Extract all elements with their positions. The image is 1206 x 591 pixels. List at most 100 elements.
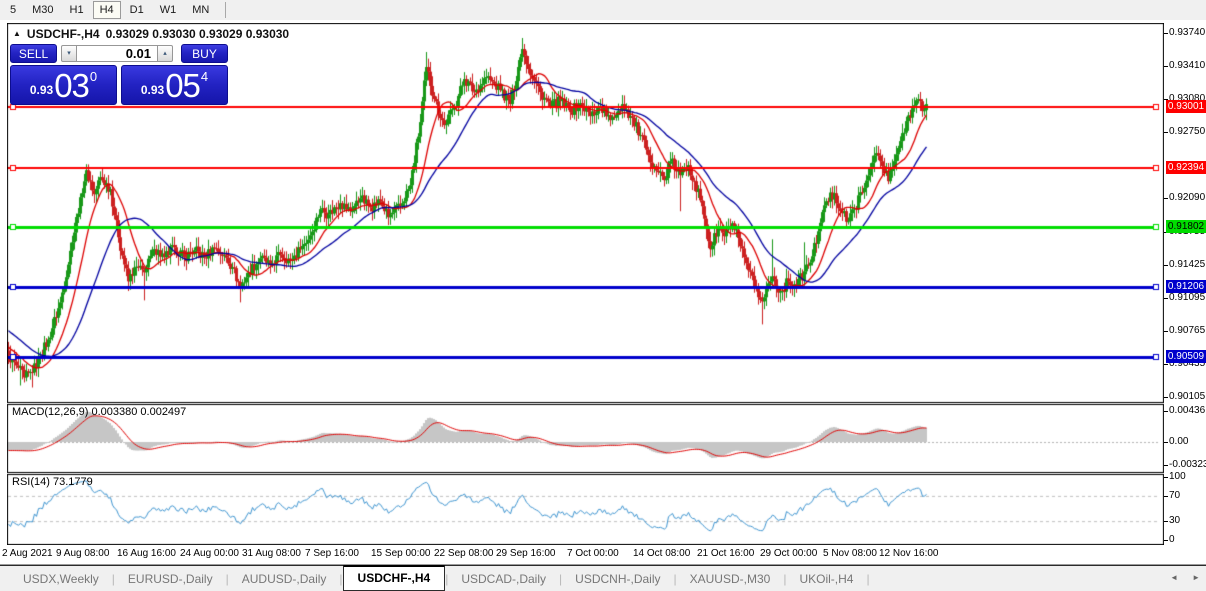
chart-ohlc-quotes: 0.93029 0.93030 0.93029 0.93030 <box>105 27 290 41</box>
price-chart-canvas[interactable] <box>7 23 1164 545</box>
price-tick-mark <box>1164 298 1168 299</box>
collapse-triangle-icon[interactable]: ▲ <box>13 28 21 38</box>
time-axis-label: 14 Oct 08:00 <box>633 548 691 559</box>
rsi-tick-label: 0 <box>1169 534 1175 545</box>
hline-price-label: 0.92394 <box>1166 161 1206 174</box>
rsi-tick-label: 100 <box>1169 471 1186 482</box>
tf-button-5[interactable]: 5 <box>10 3 17 16</box>
hline-price-label: 0.91206 <box>1166 280 1206 293</box>
tf-button-h4[interactable]: H4 <box>92 0 121 19</box>
price-tick-mark <box>1164 198 1168 199</box>
price-tick-label: 0.90435 <box>1169 358 1206 369</box>
chart-tab-xauusd-m30[interactable]: XAUUSD-,M30 <box>689 571 771 586</box>
price-tick-mark <box>1164 99 1168 100</box>
tab-separator: | <box>783 571 787 586</box>
price-tick-mark <box>1164 132 1168 133</box>
volume-decrease-button[interactable]: ▾ <box>61 45 77 62</box>
buy-price-display[interactable]: 0.93 05 4 <box>121 65 228 105</box>
tab-separator: | <box>866 571 870 586</box>
time-axis-label: 29 Sep 16:00 <box>496 548 556 559</box>
price-tick-mark <box>1164 397 1168 398</box>
price-tick-mark <box>1164 364 1168 365</box>
sell-price-base: 0.93 <box>29 83 54 97</box>
price-tick-label: 0.92750 <box>1169 126 1206 137</box>
sell-price-big: 03 <box>54 67 90 104</box>
macd-tick-label: 0.00 <box>1169 436 1189 447</box>
rsi-tick-mark <box>1164 477 1168 478</box>
tab-scroll-left-icon[interactable]: ◄ <box>1170 573 1179 582</box>
time-axis-label: 15 Sep 00:00 <box>371 548 431 559</box>
tab-separator: | <box>559 571 563 586</box>
price-tick-label: 0.93410 <box>1169 60 1206 71</box>
chart-symbol-label: USDCHF-,H4 <box>26 27 100 41</box>
buy-price-base: 0.93 <box>140 83 165 97</box>
tf-button-m30[interactable]: M30 <box>32 3 54 16</box>
tf-button-d1[interactable]: D1 <box>129 3 144 16</box>
buy-button[interactable]: BUY <box>181 44 228 63</box>
chart-tab-usdx-weekly[interactable]: USDX,Weekly <box>23 571 99 586</box>
tab-scroll-right-icon[interactable]: ► <box>1192 573 1200 582</box>
toolbar-separator <box>225 1 227 18</box>
time-axis-label: 9 Aug 08:00 <box>56 548 110 559</box>
tab-separator: | <box>111 571 115 586</box>
rsi-tick-mark <box>1164 540 1168 541</box>
chart-tab-usdchf-h4[interactable]: USDCHF-,H4 <box>342 564 446 591</box>
price-tick-label: 0.91425 <box>1169 259 1206 270</box>
time-axis-label: 31 Aug 08:00 <box>242 548 301 559</box>
chart-title: ▲ USDCHF-,H4 0.93029 0.93030 0.93029 0.9… <box>13 27 289 41</box>
rsi-tick-mark <box>1164 496 1168 497</box>
tab-scroll-arrows: ◄ ► <box>1170 573 1200 582</box>
price-tick-mark <box>1164 66 1168 67</box>
hline-price-label: 0.93001 <box>1166 100 1206 113</box>
sell-button[interactable]: SELL <box>10 44 57 63</box>
macd-indicator-label: MACD(12,26,9) 0.003380 0.002497 <box>12 406 187 418</box>
macd-tick-mark <box>1164 442 1168 443</box>
tab-separator: | <box>445 571 449 586</box>
tf-button-w1[interactable]: W1 <box>159 3 177 16</box>
tf-button-h1[interactable]: H1 <box>69 3 84 16</box>
buy-price-big: 05 <box>165 67 201 104</box>
macd-tick-label: -0.00323 <box>1169 459 1206 470</box>
time-axis-label: 7 Sep 16:00 <box>305 548 359 559</box>
rsi-tick-label: 30 <box>1169 515 1181 526</box>
time-axis-label: 7 Oct 00:00 <box>567 548 619 559</box>
chart-tab-usdcad-daily[interactable]: USDCAD-,Daily <box>461 571 547 586</box>
buy-price-sup: 4 <box>200 69 209 84</box>
rsi-tick-mark <box>1164 521 1168 522</box>
time-axis-label: 12 Nov 16:00 <box>879 548 939 559</box>
time-axis-label: 5 Nov 08:00 <box>823 548 877 559</box>
rsi-tick-label: 70 <box>1169 490 1181 501</box>
hline-price-label: 0.90509 <box>1166 350 1206 363</box>
time-axis-label: 22 Sep 08:00 <box>434 548 494 559</box>
one-click-trade-panel: SELL ▾ ▴ BUY 0.93 03 0 0.93 05 4 <box>10 44 228 105</box>
tab-separator: | <box>339 571 343 586</box>
price-tick-label: 0.90765 <box>1169 325 1206 336</box>
tab-separator: | <box>225 571 229 586</box>
rsi-indicator-label: RSI(14) 73.1779 <box>12 476 93 488</box>
volume-increase-button[interactable]: ▴ <box>157 45 173 62</box>
price-tick-label: 0.91095 <box>1169 292 1206 303</box>
price-tick-label: 0.92090 <box>1169 192 1206 203</box>
timeframe-toolbar: 5 M30 H1 H4 D1 W1 MN <box>0 0 1206 19</box>
tf-button-mn[interactable]: MN <box>192 3 210 16</box>
price-tick-label: 0.93740 <box>1169 27 1206 38</box>
time-axis-label: 24 Aug 00:00 <box>180 548 239 559</box>
chart-tab-eurusd-daily[interactable]: EURUSD-,Daily <box>127 571 213 586</box>
chart-tab-bar: USDX,Weekly | EURUSD-,Daily | AUDUSD-,Daily |… <box>0 564 1206 591</box>
window-bottom-border <box>0 564 1206 565</box>
price-tick-mark <box>1164 331 1168 332</box>
macd-tick-mark <box>1164 465 1168 466</box>
price-tick-mark <box>1164 265 1168 266</box>
chart-window: ▲ USDCHF-,H4 0.93029 0.93030 0.93029 0.9… <box>0 20 1206 564</box>
chart-tab-usdcnh-daily[interactable]: USDCNH-,Daily <box>575 571 661 586</box>
sell-price-sup: 0 <box>89 69 98 84</box>
chart-tab-audusd-daily[interactable]: AUDUSD-,Daily <box>241 571 327 586</box>
volume-input[interactable] <box>77 45 157 62</box>
time-axis-label: 21 Oct 16:00 <box>697 548 755 559</box>
hline-price-label: 0.91802 <box>1166 220 1206 233</box>
sell-price-display[interactable]: 0.93 03 0 <box>10 65 117 105</box>
macd-tick-mark <box>1164 411 1168 412</box>
chart-tab-ukoil-h4[interactable]: UKOil-,H4 <box>799 571 854 586</box>
price-tick-label: 0.93080 <box>1169 93 1206 104</box>
